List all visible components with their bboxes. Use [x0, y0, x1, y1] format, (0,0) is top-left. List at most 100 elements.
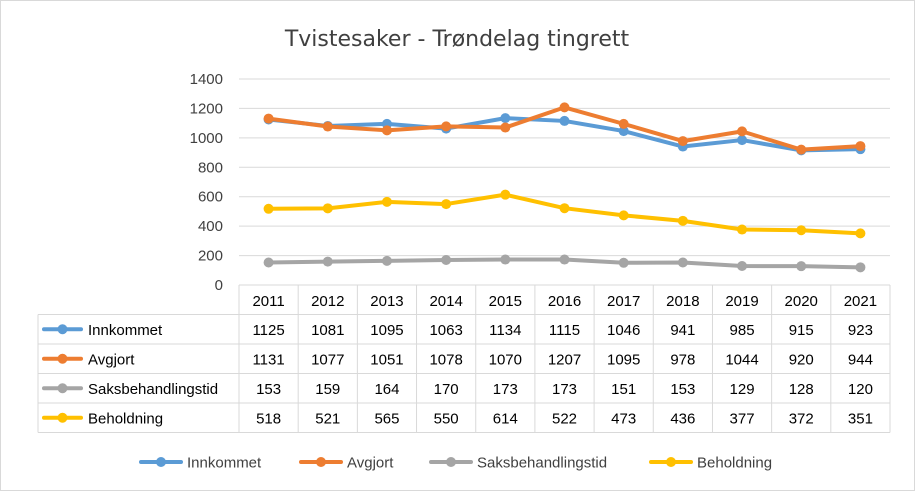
table-cell-value: 1131	[252, 351, 284, 368]
legend: Innkommet Avgjort Saksbehandlingstid Behold…	[139, 455, 772, 472]
data-point-saksbehandlingstid	[441, 254, 452, 265]
y-tick-label: 0	[215, 277, 223, 294]
y-tick-label: 800	[198, 159, 223, 176]
table-cell-value: 978	[670, 351, 695, 368]
data-point-avgjort	[559, 102, 570, 113]
table-cell-value: 923	[848, 322, 873, 339]
table-cell-value: 1081	[311, 322, 344, 339]
data-point-avgjort	[322, 121, 333, 132]
table-cell-value: 1070	[489, 351, 522, 368]
table-cell-value: 164	[374, 381, 399, 398]
data-point-saksbehandlingstid	[322, 256, 333, 267]
data-point-innkommet	[500, 113, 511, 124]
table-cell-value: 377	[730, 410, 755, 427]
y-tick-label: 600	[198, 189, 223, 206]
x-tick-label: 2020	[785, 293, 818, 310]
table-cell-value: 372	[789, 410, 814, 427]
legend-label: Innkommet	[187, 455, 262, 472]
data-point-beholdning	[441, 199, 452, 210]
y-tick-label: 1000	[190, 130, 223, 147]
table-series-label: Avgjort	[88, 351, 135, 368]
table-legend-marker	[57, 324, 68, 335]
data-point-beholdning	[855, 228, 866, 239]
table-cell-value: 915	[789, 322, 814, 339]
table-legend-marker	[57, 412, 68, 423]
data-point-beholdning	[559, 203, 570, 214]
data-point-avgjort	[618, 118, 629, 129]
table-cell-value: 1051	[370, 351, 403, 368]
data-point-innkommet	[618, 126, 629, 137]
table-cell-value: 941	[670, 322, 695, 339]
table-cell-value: 521	[315, 410, 340, 427]
table-cell-value: 1095	[607, 351, 640, 368]
data-point-beholdning	[500, 189, 511, 200]
data-point-avgjort	[677, 136, 688, 147]
series-line-beholdning	[266, 192, 863, 236]
table-cell-value: 153	[670, 381, 695, 398]
data-point-saksbehandlingstid	[737, 261, 748, 272]
y-tick-label: 200	[198, 248, 223, 265]
data-point-avgjort	[737, 126, 748, 137]
table-cell-value: 1078	[429, 351, 462, 368]
table-cell-value: 550	[434, 410, 459, 427]
y-tick-label: 1200	[190, 100, 223, 117]
data-point-saksbehandlingstid	[500, 254, 511, 265]
data-table: 2011 2012 2013 2014 2015 2016 2017 2018 2019 2020…	[37, 284, 891, 433]
y-tick-label: 1400	[190, 71, 223, 88]
data-point-saksbehandlingstid	[263, 257, 274, 268]
x-tick-label: 2021	[844, 293, 877, 310]
x-tick-label: 2011	[252, 293, 284, 310]
table-cell-value: 129	[730, 381, 755, 398]
table-series-label: Saksbehandlingstid	[88, 381, 218, 398]
table-cell-value: 351	[848, 410, 873, 427]
table-legend-marker	[57, 383, 68, 394]
y-tick-label: 400	[198, 218, 223, 235]
table-cell-value: 565	[374, 410, 399, 427]
table-cell-value: 614	[493, 410, 518, 427]
data-point-innkommet	[737, 135, 748, 146]
table-cell-value: 173	[493, 381, 518, 398]
data-point-beholdning	[322, 203, 333, 214]
legend-marker	[156, 457, 166, 467]
table-cell-value: 1046	[607, 322, 640, 339]
data-point-avgjort	[855, 141, 866, 152]
table-cell-value: 1134	[489, 322, 521, 339]
table-cell-value: 944	[848, 351, 873, 368]
table-cell-value: 1077	[311, 351, 344, 368]
table-cell-value: 1044	[725, 351, 758, 368]
x-tick-label: 2016	[548, 293, 581, 310]
table-cell-value: 151	[611, 381, 636, 398]
plot-area	[263, 102, 866, 273]
table-cell-value: 159	[315, 381, 340, 398]
table-cell-value: 920	[789, 351, 814, 368]
data-point-avgjort	[381, 125, 392, 136]
x-tick-label: 2017	[607, 293, 640, 310]
table-cell-value: 173	[552, 381, 577, 398]
data-point-saksbehandlingstid	[618, 257, 629, 268]
data-point-saksbehandlingstid	[855, 262, 866, 273]
table-cell-value: 1063	[429, 322, 462, 339]
data-point-saksbehandlingstid	[796, 261, 807, 272]
data-point-beholdning	[796, 225, 807, 236]
chart-title: Tvistesaker - Trøndelag tingrett	[284, 27, 630, 52]
data-point-saksbehandlingstid	[559, 254, 570, 265]
table-cell-value: 436	[670, 410, 695, 427]
table-cell-value: 522	[552, 410, 577, 427]
x-tick-label: 2019	[725, 293, 758, 310]
legend-marker	[316, 457, 326, 467]
data-point-avgjort	[796, 144, 807, 155]
legend-label: Saksbehandlingstid	[477, 455, 607, 472]
table-cell-value: 120	[848, 381, 873, 398]
table-cell-value: 518	[256, 410, 281, 427]
data-point-innkommet	[559, 115, 570, 126]
x-tick-label: 2014	[429, 293, 462, 310]
table-cell-value: 170	[434, 381, 459, 398]
legend-label: Avgjort	[347, 455, 394, 472]
x-tick-label: 2012	[311, 293, 344, 310]
data-point-avgjort	[441, 121, 452, 132]
data-point-avgjort	[500, 122, 511, 133]
table-cell-value: 153	[256, 381, 281, 398]
data-point-saksbehandlingstid	[677, 257, 688, 268]
gridlines	[239, 78, 890, 286]
